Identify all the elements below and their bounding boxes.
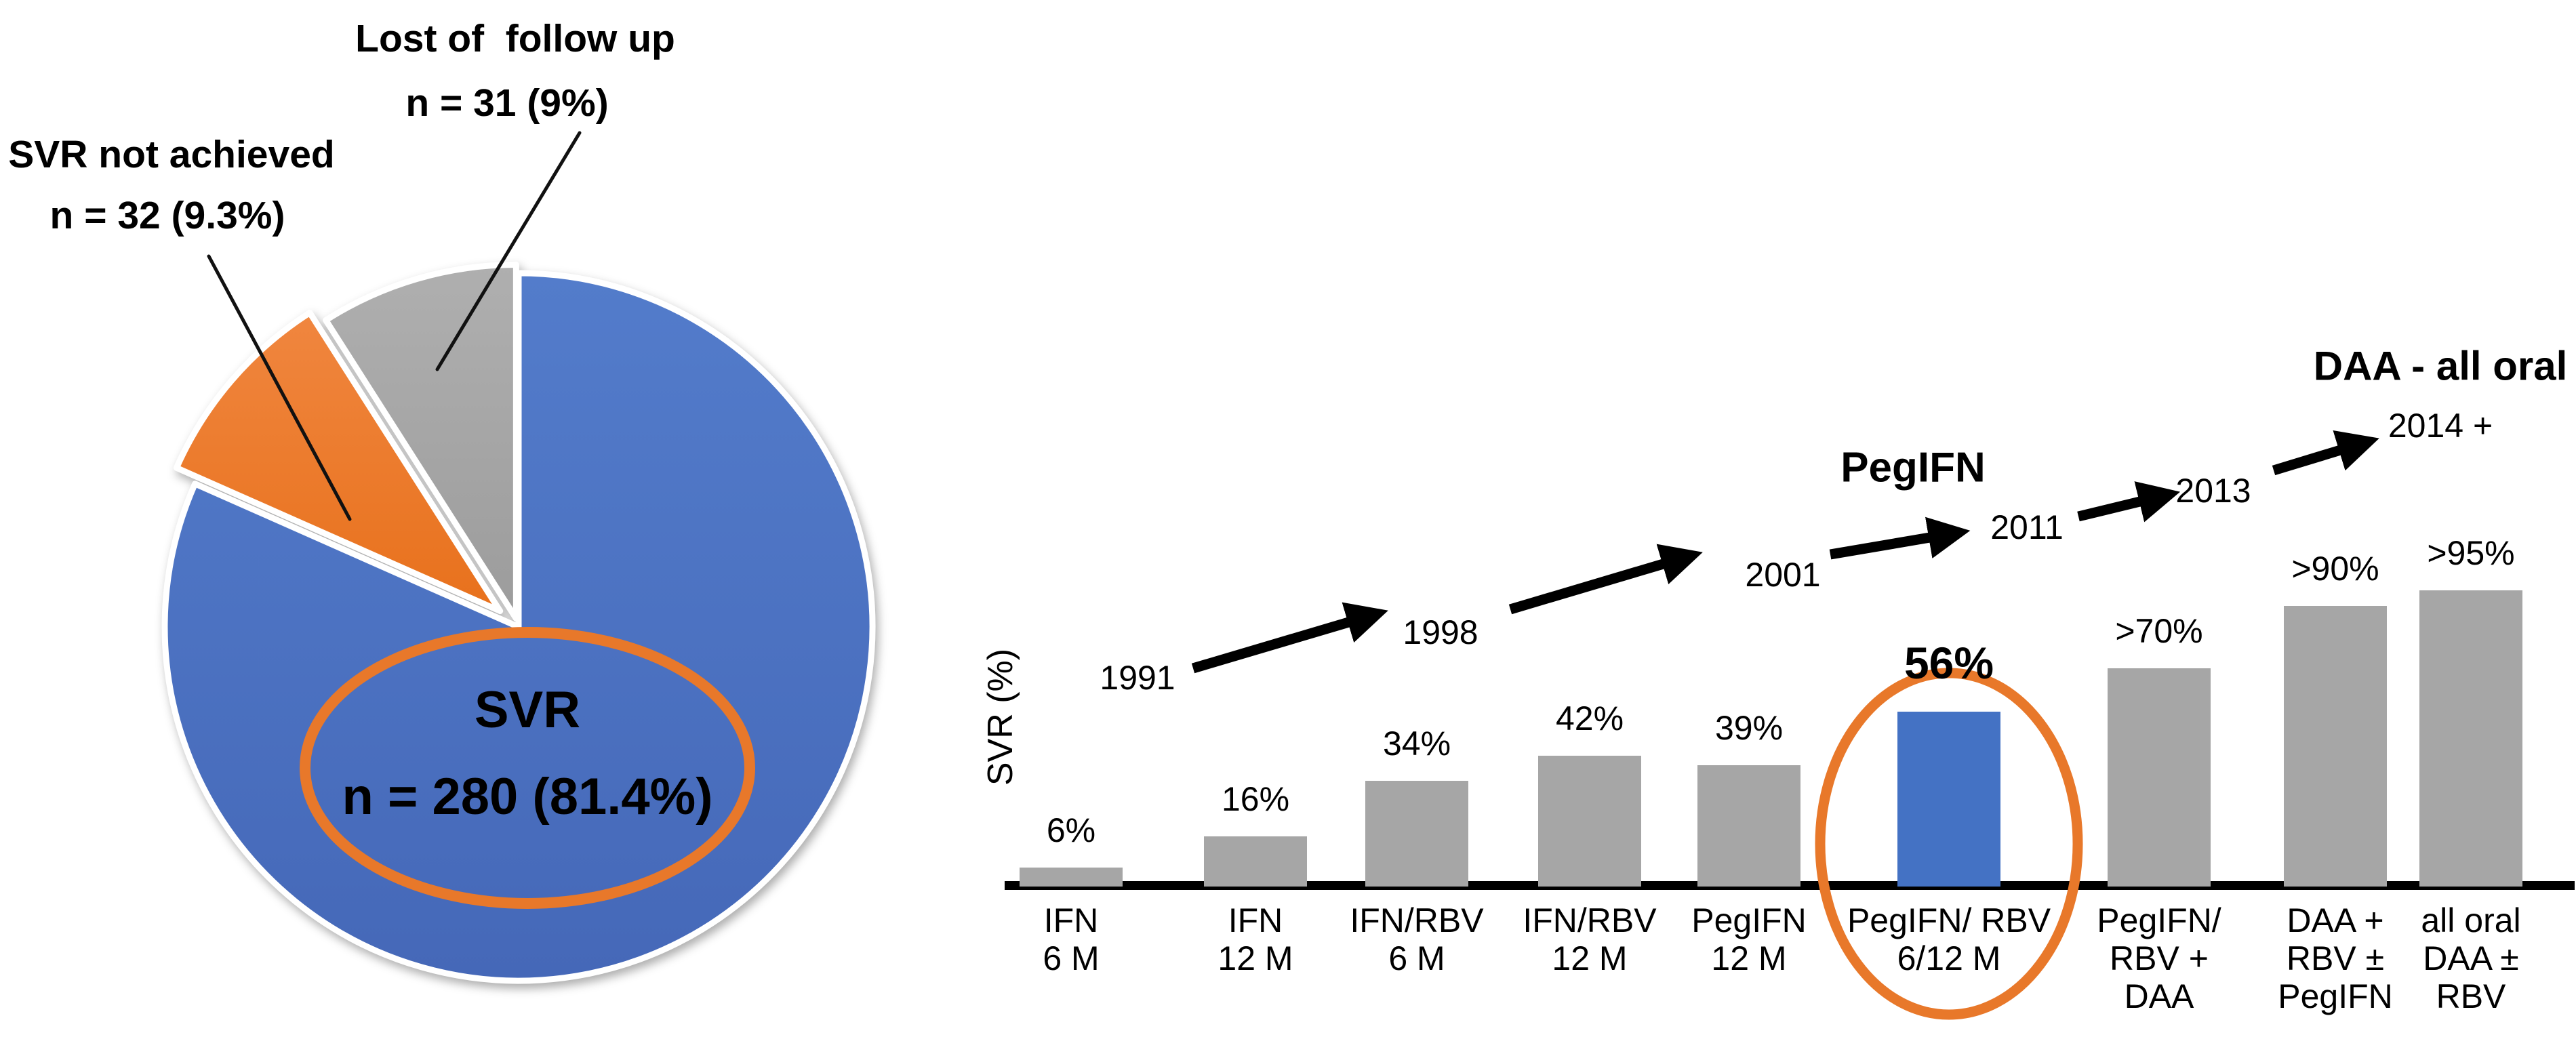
timeline-year-1998: 1998 — [1403, 613, 1478, 651]
leader-line-svr-not-achieved — [207, 254, 352, 521]
pie-callout-lost-follow-up-line2: n = 31 (9%) — [405, 81, 609, 125]
bar-pegifn-12-m — [1697, 765, 1800, 887]
pie-slice-svr — [161, 270, 876, 984]
bar-category-label-ifn-rbv-6-m: IFN/RBV 6 M — [1350, 901, 1484, 977]
bar-value-label-pegifn-rbv-6-12-m: 56% — [1904, 638, 1994, 688]
timeline-year-2011: 2011 — [1990, 508, 2064, 546]
bar-daa-rbv-pegifn — [2284, 606, 2387, 887]
bar-ifn-rbv-12-m — [1538, 756, 1641, 887]
pie-callout-svr-not-achieved-line2: n = 32 (9.3%) — [49, 194, 285, 237]
pie-callout-svr-not-achieved-line1: SVR not achieved — [8, 133, 335, 176]
pie-callout-lost-follow-up-line1: Lost of follow up — [355, 17, 675, 60]
bar-value-label-ifn-6-m: 6% — [1046, 811, 1096, 849]
bar-value-label-ifn-rbv-6-m: 34% — [1382, 725, 1451, 762]
pie-inner-label-svr: SVR — [474, 681, 581, 739]
bar-pegifn-rbv-6-12-m — [1897, 712, 2000, 887]
bar-category-label-pegifn-rbv-6-12-m: PegIFN/ RBV 6/12 M — [1847, 901, 2051, 977]
pie-svr-circle-annotation — [300, 627, 755, 909]
bar-value-label-ifn-rbv-12-m: 42% — [1555, 699, 1624, 737]
timeline-year-2001: 2001 — [1745, 556, 1821, 594]
bar-ifn-rbv-6-m — [1365, 781, 1468, 887]
leader-line-lost-follow-up — [435, 131, 582, 371]
bar-value-label-ifn-12-m: 16% — [1221, 780, 1290, 818]
timeline-year-2014: 2014 + — [2388, 407, 2493, 445]
timeline-arrow-5-icon — [2272, 430, 2379, 476]
timeline-year-2013: 2013 — [2175, 472, 2251, 510]
bar-category-label-daa-rbv-pegifn: DAA + RBV ± PegIFN — [2278, 901, 2393, 1015]
timeline-arrow-3-icon — [1829, 516, 1971, 560]
bar-category-label-ifn-6-m: IFN 6 M — [1043, 901, 1100, 977]
timeline-year-1991: 1991 — [1100, 659, 1175, 697]
bar-pegifn-rbv-daa — [2108, 668, 2211, 887]
bar-category-label-ifn-12-m: IFN 12 M — [1217, 901, 1293, 977]
timeline-arrow-4-icon — [2077, 481, 2181, 523]
bar-highlight-circle-annotation — [1815, 668, 2083, 1020]
bar-value-label-daa-rbv-pegifn: >90% — [2291, 550, 2379, 588]
era-label-pegifn: PegIFN — [1840, 444, 1986, 491]
bar-category-label-pegifn-12-m: PegIFN 12 M — [1691, 901, 1807, 977]
bar-category-label-pegifn-rbv-daa: PegIFN/RBV + DAA — [2097, 901, 2221, 1015]
bar-value-label-all-oral-daa-rbv: >95% — [2427, 534, 2515, 572]
bar-y-axis-label: SVR (%) — [981, 648, 1020, 786]
bar-value-label-pegifn-12-m: 39% — [1714, 709, 1784, 747]
bar-ifn-12-m — [1204, 836, 1307, 887]
pie-inner-label-n: n = 280 (81.4%) — [342, 768, 713, 826]
timeline-arrow-2-icon — [1508, 544, 1703, 615]
pie-slice-svr-not-achieved — [173, 309, 504, 615]
bar-all-oral-daa-rbv — [2419, 590, 2522, 887]
bar-value-label-pegifn-rbv-daa: >70% — [2115, 612, 2203, 650]
bar-category-label-all-oral-daa-rbv: all oral DAA ± RBV — [2421, 901, 2521, 1015]
timeline-arrow-1-icon — [1191, 602, 1388, 674]
bar-ifn-6-m — [1020, 868, 1123, 887]
era-label-daa-all-oral: DAA - all oral — [2313, 343, 2568, 389]
bar-category-label-ifn-rbv-12-m: IFN/RBV 12 M — [1523, 901, 1657, 977]
